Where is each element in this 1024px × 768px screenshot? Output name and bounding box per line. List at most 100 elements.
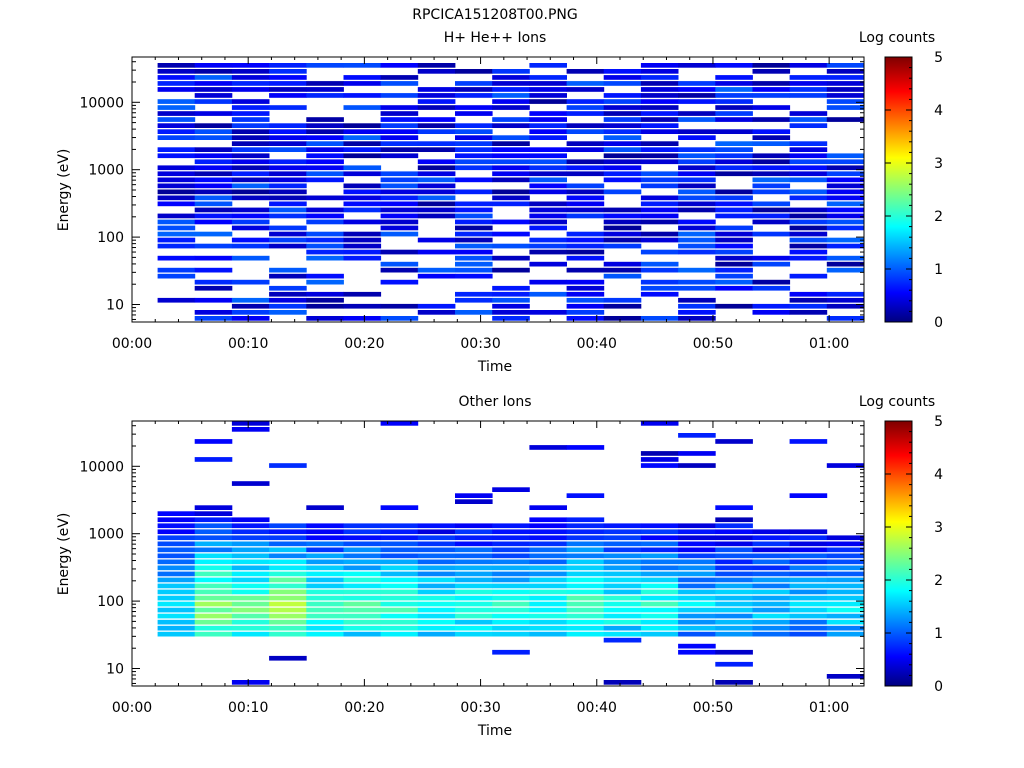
- heatmap-cell: [640, 207, 679, 213]
- heatmap-cell: [380, 316, 419, 321]
- heatmap-cell: [455, 625, 493, 631]
- heatmap-cell: [603, 99, 642, 104]
- heatmap-cell: [603, 225, 642, 231]
- heatmap-cell: [826, 463, 865, 468]
- heatmap-cell: [417, 583, 456, 589]
- x-tick-label: 00:40: [577, 700, 617, 716]
- heatmap-cell: [678, 285, 716, 291]
- heatmap-cell: [231, 316, 270, 321]
- heatmap-cell: [640, 93, 679, 98]
- heatmap-cell: [194, 511, 233, 516]
- heatmap-cell: [455, 499, 493, 504]
- heatmap-cell: [269, 613, 307, 619]
- heatmap-cell: [194, 255, 233, 261]
- heatmap-cell: [640, 421, 679, 426]
- heatmap-cell: [343, 553, 382, 559]
- heatmap-cell: [752, 219, 791, 225]
- heatmap-cell: [380, 547, 419, 553]
- heatmap-cell: [678, 553, 716, 559]
- heatmap-cell: [529, 81, 567, 86]
- heatmap-cell: [157, 267, 196, 273]
- heatmap-cell: [566, 267, 605, 273]
- heatmap-cell: [715, 159, 753, 165]
- x-axis: 00:00 00:10 00:20 00:30 00:40 00:50 01:00: [112, 421, 853, 716]
- heatmap-cell: [343, 219, 382, 225]
- heatmap-cell: [417, 159, 456, 165]
- heatmap-cell: [715, 261, 753, 267]
- heatmap-cell: [603, 69, 642, 74]
- heatmap-cell: [603, 135, 642, 140]
- heatmap-cell: [640, 583, 679, 589]
- heatmap-cell: [566, 123, 605, 128]
- heatmap-cell: [715, 571, 753, 577]
- heatmap-cell: [306, 619, 344, 625]
- heatmap-cell: [826, 207, 865, 213]
- heatmap-cell: [231, 213, 270, 219]
- heatmap-cell: [678, 87, 716, 92]
- heatmap-cell: [157, 123, 196, 128]
- heatmap-cell: [826, 674, 865, 679]
- heatmap-cell: [455, 273, 493, 279]
- colorbar-tick-label: 0: [934, 679, 943, 695]
- heatmap-cell: [529, 177, 567, 183]
- heatmap-cell: [417, 69, 456, 74]
- heatmap-cell: [603, 273, 642, 279]
- heatmap-cell: [715, 547, 753, 553]
- heatmap-cell: [752, 207, 791, 213]
- heatmap-cell: [231, 153, 270, 159]
- heatmap-cell: [678, 153, 716, 159]
- heatmap-cell: [306, 601, 344, 607]
- heatmap-cell: [417, 171, 456, 177]
- heatmap-cell: [231, 147, 270, 152]
- heatmap-cell: [343, 583, 382, 589]
- heatmap-cell: [157, 81, 196, 86]
- heatmap-cell: [343, 207, 382, 213]
- heatmap-cell: [789, 559, 828, 565]
- heatmap-cell: [789, 249, 828, 255]
- heatmap-cell: [455, 601, 493, 607]
- heatmap-cell: [640, 105, 679, 110]
- heatmap-cell: [306, 523, 344, 529]
- heatmap-cell: [194, 523, 233, 529]
- heatmap-cell: [455, 81, 493, 86]
- heatmap-cell: [566, 583, 605, 589]
- heatmap-cell: [343, 607, 382, 613]
- heatmap-cell: [603, 607, 642, 613]
- heatmap-cell: [529, 249, 567, 255]
- heatmap-cell: [826, 553, 865, 559]
- heatmap-cell: [194, 267, 233, 273]
- heatmap-cell: [715, 81, 753, 86]
- heatmap-cell: [529, 595, 567, 601]
- heatmap-cell: [269, 159, 307, 165]
- heatmap-cell: [306, 553, 344, 559]
- heatmap-cell: [826, 255, 865, 261]
- heatmap-cell: [417, 129, 456, 134]
- heatmap-cell: [529, 607, 567, 613]
- heatmap-cell: [343, 565, 382, 571]
- heatmap-cell: [789, 207, 828, 213]
- colorbar-tick-label: 4: [934, 467, 943, 483]
- heatmap-cell: [603, 111, 642, 116]
- heatmap-cell: [343, 541, 382, 547]
- heatmap-cell: [343, 141, 382, 146]
- heatmap-cell: [380, 153, 419, 159]
- heatmap-cell: [752, 577, 791, 583]
- heatmap-cell: [269, 123, 307, 128]
- heatmap-cell: [417, 273, 456, 279]
- heatmap-cell: [529, 625, 567, 631]
- colorbar-tick-label: 4: [934, 103, 943, 119]
- heatmap-cell: [715, 589, 753, 595]
- heatmap-cell: [231, 595, 270, 601]
- heatmap-cell: [529, 225, 567, 231]
- heatmap-cell: [269, 529, 307, 535]
- heatmap-cell: [752, 607, 791, 613]
- heatmap-cell: [306, 117, 344, 122]
- heatmap-cell: [826, 243, 865, 249]
- heatmap-cell: [269, 291, 307, 297]
- heatmap-cell: [231, 171, 270, 177]
- heatmap-cell: [455, 559, 493, 565]
- heatmap-cell: [455, 595, 493, 601]
- heatmap-cell: [417, 93, 456, 98]
- colorbar-tick-label: 2: [934, 209, 943, 225]
- heatmap-cell: [789, 589, 828, 595]
